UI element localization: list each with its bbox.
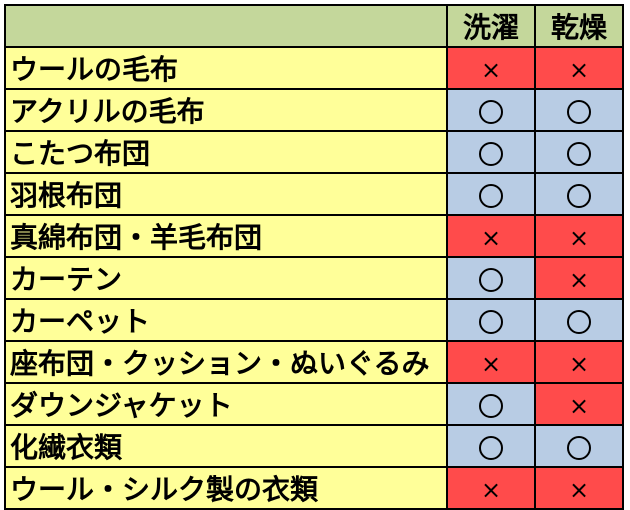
table-row: こたつ布団 xyxy=(4,130,624,174)
dry-mark xyxy=(534,298,624,342)
item-name: ウールの毛布 xyxy=(4,46,448,90)
circle-icon xyxy=(479,393,503,418)
dry-mark: × xyxy=(534,214,624,258)
cross-mark: × xyxy=(480,55,502,84)
circle-icon xyxy=(567,435,591,460)
circle-icon xyxy=(567,183,591,208)
cross-mark: × xyxy=(568,223,590,252)
wash-mark: × xyxy=(446,214,536,258)
table-row: ダウンジャケット × xyxy=(4,382,624,426)
wash-mark xyxy=(446,172,536,216)
wash-mark xyxy=(446,382,536,426)
item-name: アクリルの毛布 xyxy=(4,88,448,132)
circle-icon xyxy=(479,141,503,166)
cross-mark: × xyxy=(568,265,590,294)
dry-mark xyxy=(534,172,624,216)
cross-mark: × xyxy=(568,55,590,84)
circle-icon xyxy=(567,309,591,334)
wash-mark xyxy=(446,88,536,132)
cross-mark: × xyxy=(568,475,590,504)
dry-mark: × xyxy=(534,256,624,300)
circle-icon xyxy=(479,267,503,292)
table-row: カーテン × xyxy=(4,256,624,300)
wash-mark: × xyxy=(446,340,536,384)
laundry-compatibility-table: 洗濯 乾燥 ウールの毛布 × × アクリルの毛布 こたつ布団 羽根布団 xyxy=(4,4,624,510)
cross-mark: × xyxy=(480,223,502,252)
table-row: 真綿布団・羊毛布団 × × xyxy=(4,214,624,258)
wash-mark: × xyxy=(446,46,536,90)
item-name: こたつ布団 xyxy=(4,130,448,174)
dry-mark xyxy=(534,88,624,132)
cross-mark: × xyxy=(568,349,590,378)
table-body: ウールの毛布 × × アクリルの毛布 こたつ布団 羽根布団 真綿布団・羊毛布団 xyxy=(4,46,624,510)
dry-mark xyxy=(534,424,624,468)
dry-mark xyxy=(534,130,624,174)
table-row: ウールの毛布 × × xyxy=(4,46,624,90)
item-name: カーペット xyxy=(4,298,448,342)
table-header-row: 洗濯 乾燥 xyxy=(4,4,624,48)
header-item xyxy=(4,4,448,48)
table-row: 座布団・クッション・ぬいぐるみ × × xyxy=(4,340,624,384)
wash-mark xyxy=(446,130,536,174)
circle-icon xyxy=(479,183,503,208)
circle-icon xyxy=(479,435,503,460)
item-name: 真綿布団・羊毛布団 xyxy=(4,214,448,258)
table-row: 化繊衣類 xyxy=(4,424,624,468)
table-row: カーペット xyxy=(4,298,624,342)
circle-icon xyxy=(567,141,591,166)
cross-mark: × xyxy=(480,475,502,504)
laundry-compatibility-table-wrapper: 洗濯 乾燥 ウールの毛布 × × アクリルの毛布 こたつ布団 羽根布団 xyxy=(4,4,624,510)
item-name: ダウンジャケット xyxy=(4,382,448,426)
table-row: アクリルの毛布 xyxy=(4,88,624,132)
table-row: 羽根布団 xyxy=(4,172,624,216)
item-name: カーテン xyxy=(4,256,448,300)
dry-mark: × xyxy=(534,46,624,90)
item-name: 羽根布団 xyxy=(4,172,448,216)
dry-mark: × xyxy=(534,382,624,426)
cross-mark: × xyxy=(480,349,502,378)
wash-mark xyxy=(446,424,536,468)
header-wash: 洗濯 xyxy=(446,4,536,48)
item-name: 化繊衣類 xyxy=(4,424,448,468)
header-dry: 乾燥 xyxy=(534,4,624,48)
circle-icon xyxy=(567,99,591,124)
item-name: 座布団・クッション・ぬいぐるみ xyxy=(4,340,448,384)
circle-icon xyxy=(479,309,503,334)
dry-mark: × xyxy=(534,340,624,384)
wash-mark xyxy=(446,256,536,300)
circle-icon xyxy=(479,99,503,124)
cross-mark: × xyxy=(568,391,590,420)
wash-mark xyxy=(446,298,536,342)
